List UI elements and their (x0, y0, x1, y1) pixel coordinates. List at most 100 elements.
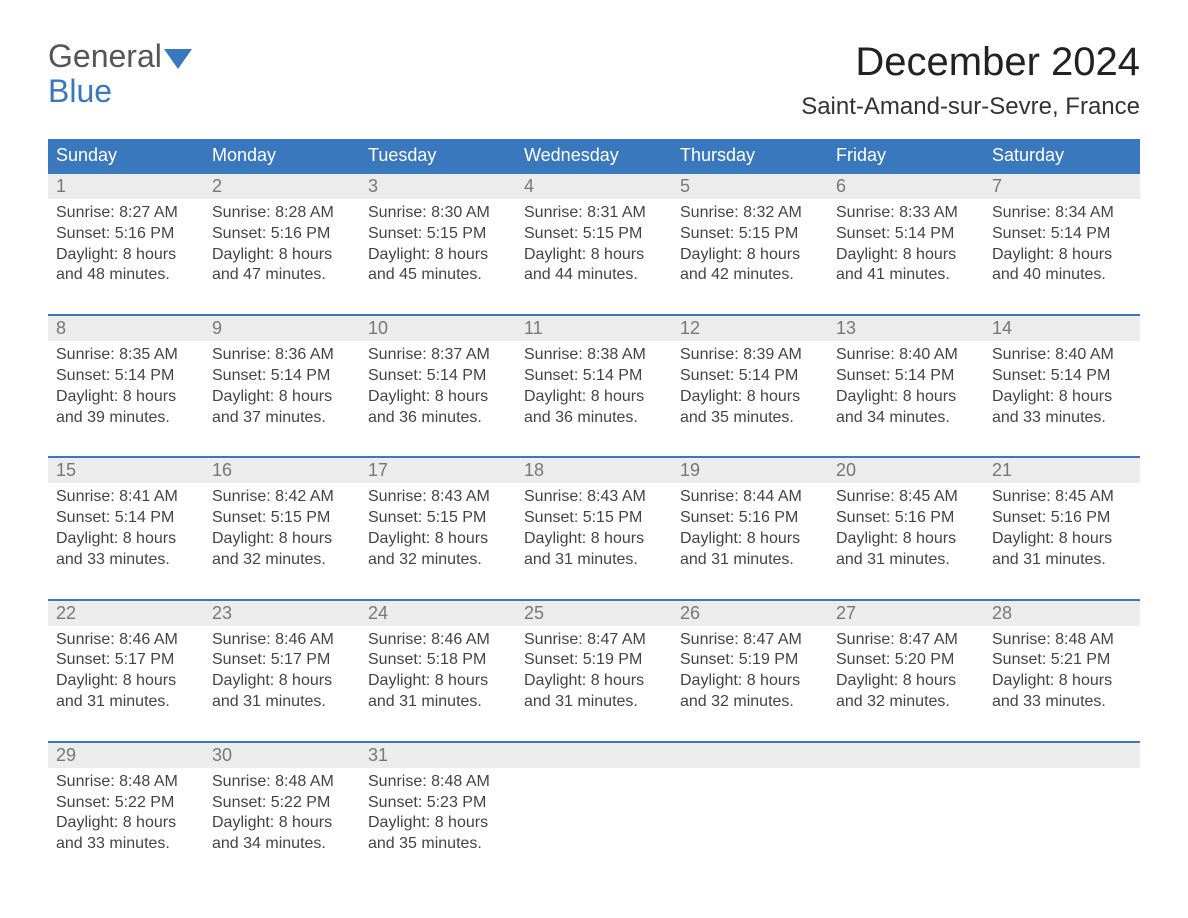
daylight-line: Daylight: 8 hours and 31 minutes. (56, 671, 196, 713)
day-number: 8 (48, 316, 204, 341)
day-body: Sunrise: 8:46 AMSunset: 5:18 PMDaylight:… (360, 626, 516, 713)
daylight-line: Daylight: 8 hours and 42 minutes. (680, 245, 820, 287)
daylight-line: Daylight: 8 hours and 45 minutes. (368, 245, 508, 287)
sunrise-line: Sunrise: 8:47 AM (836, 630, 976, 651)
sunset-line: Sunset: 5:17 PM (212, 650, 352, 671)
title-block: December 2024 Saint-Amand-sur-Sevre, Fra… (801, 40, 1140, 121)
day-cell: 28Sunrise: 8:48 AMSunset: 5:21 PMDayligh… (984, 601, 1140, 741)
day-cell: 22Sunrise: 8:46 AMSunset: 5:17 PMDayligh… (48, 601, 204, 741)
day-body: Sunrise: 8:46 AMSunset: 5:17 PMDaylight:… (204, 626, 360, 713)
day-body: Sunrise: 8:48 AMSunset: 5:22 PMDaylight:… (204, 768, 360, 855)
day-body: Sunrise: 8:47 AMSunset: 5:20 PMDaylight:… (828, 626, 984, 713)
daylight-line: Daylight: 8 hours and 33 minutes. (992, 387, 1132, 429)
day-body: Sunrise: 8:40 AMSunset: 5:14 PMDaylight:… (984, 341, 1140, 428)
day-cell: 10Sunrise: 8:37 AMSunset: 5:14 PMDayligh… (360, 316, 516, 456)
day-cell: 16Sunrise: 8:42 AMSunset: 5:15 PMDayligh… (204, 458, 360, 598)
day-number: 11 (516, 316, 672, 341)
sunset-line: Sunset: 5:14 PM (836, 224, 976, 245)
day-number: 12 (672, 316, 828, 341)
day-body: Sunrise: 8:44 AMSunset: 5:16 PMDaylight:… (672, 483, 828, 570)
day-cell: 26Sunrise: 8:47 AMSunset: 5:19 PMDayligh… (672, 601, 828, 741)
sunrise-line: Sunrise: 8:31 AM (524, 203, 664, 224)
week-row: 29Sunrise: 8:48 AMSunset: 5:22 PMDayligh… (48, 741, 1140, 883)
sunset-line: Sunset: 5:14 PM (212, 366, 352, 387)
day-number: 23 (204, 601, 360, 626)
day-number: 16 (204, 458, 360, 483)
day-number: 3 (360, 174, 516, 199)
daylight-line: Daylight: 8 hours and 48 minutes. (56, 245, 196, 287)
sunset-line: Sunset: 5:15 PM (524, 224, 664, 245)
day-body: Sunrise: 8:34 AMSunset: 5:14 PMDaylight:… (984, 199, 1140, 286)
daylight-line: Daylight: 8 hours and 34 minutes. (212, 813, 352, 855)
day-header-row: SundayMondayTuesdayWednesdayThursdayFrid… (48, 139, 1140, 172)
day-cell: 13Sunrise: 8:40 AMSunset: 5:14 PMDayligh… (828, 316, 984, 456)
sunrise-line: Sunrise: 8:48 AM (212, 772, 352, 793)
day-number: 17 (360, 458, 516, 483)
day-number: 19 (672, 458, 828, 483)
day-cell: 9Sunrise: 8:36 AMSunset: 5:14 PMDaylight… (204, 316, 360, 456)
page-header: General Blue December 2024 Saint-Amand-s… (48, 40, 1140, 121)
sunset-line: Sunset: 5:14 PM (56, 366, 196, 387)
sunrise-line: Sunrise: 8:40 AM (836, 345, 976, 366)
day-number (672, 743, 828, 768)
sunset-line: Sunset: 5:14 PM (56, 508, 196, 529)
day-cell: 31Sunrise: 8:48 AMSunset: 5:23 PMDayligh… (360, 743, 516, 883)
day-header: Monday (204, 139, 360, 172)
day-number: 13 (828, 316, 984, 341)
sunrise-line: Sunrise: 8:45 AM (836, 487, 976, 508)
sunset-line: Sunset: 5:15 PM (212, 508, 352, 529)
daylight-line: Daylight: 8 hours and 36 minutes. (524, 387, 664, 429)
sunrise-line: Sunrise: 8:39 AM (680, 345, 820, 366)
week-row: 22Sunrise: 8:46 AMSunset: 5:17 PMDayligh… (48, 599, 1140, 741)
daylight-line: Daylight: 8 hours and 40 minutes. (992, 245, 1132, 287)
sunset-line: Sunset: 5:22 PM (212, 793, 352, 814)
day-cell: 15Sunrise: 8:41 AMSunset: 5:14 PMDayligh… (48, 458, 204, 598)
sunset-line: Sunset: 5:18 PM (368, 650, 508, 671)
day-cell: 2Sunrise: 8:28 AMSunset: 5:16 PMDaylight… (204, 174, 360, 314)
day-header: Friday (828, 139, 984, 172)
day-cell: 11Sunrise: 8:38 AMSunset: 5:14 PMDayligh… (516, 316, 672, 456)
day-number: 25 (516, 601, 672, 626)
day-number: 1 (48, 174, 204, 199)
day-number: 27 (828, 601, 984, 626)
day-cell: 6Sunrise: 8:33 AMSunset: 5:14 PMDaylight… (828, 174, 984, 314)
sunrise-line: Sunrise: 8:48 AM (368, 772, 508, 793)
sunset-line: Sunset: 5:15 PM (368, 224, 508, 245)
sunrise-line: Sunrise: 8:48 AM (56, 772, 196, 793)
logo-flag-icon (164, 42, 192, 76)
sunset-line: Sunset: 5:16 PM (992, 508, 1132, 529)
sunset-line: Sunset: 5:14 PM (992, 366, 1132, 387)
daylight-line: Daylight: 8 hours and 31 minutes. (524, 529, 664, 571)
day-body: Sunrise: 8:36 AMSunset: 5:14 PMDaylight:… (204, 341, 360, 428)
day-body: Sunrise: 8:28 AMSunset: 5:16 PMDaylight:… (204, 199, 360, 286)
sunrise-line: Sunrise: 8:38 AM (524, 345, 664, 366)
daylight-line: Daylight: 8 hours and 34 minutes. (836, 387, 976, 429)
page-title: December 2024 (801, 40, 1140, 85)
day-number: 30 (204, 743, 360, 768)
sunset-line: Sunset: 5:16 PM (212, 224, 352, 245)
day-cell: 1Sunrise: 8:27 AMSunset: 5:16 PMDaylight… (48, 174, 204, 314)
daylight-line: Daylight: 8 hours and 31 minutes. (836, 529, 976, 571)
day-cell: 27Sunrise: 8:47 AMSunset: 5:20 PMDayligh… (828, 601, 984, 741)
sunrise-line: Sunrise: 8:27 AM (56, 203, 196, 224)
sunset-line: Sunset: 5:14 PM (836, 366, 976, 387)
day-cell (516, 743, 672, 883)
daylight-line: Daylight: 8 hours and 31 minutes. (992, 529, 1132, 571)
day-body: Sunrise: 8:37 AMSunset: 5:14 PMDaylight:… (360, 341, 516, 428)
day-number: 14 (984, 316, 1140, 341)
sunrise-line: Sunrise: 8:34 AM (992, 203, 1132, 224)
day-cell: 29Sunrise: 8:48 AMSunset: 5:22 PMDayligh… (48, 743, 204, 883)
logo-text-1: General (48, 38, 162, 74)
day-body: Sunrise: 8:30 AMSunset: 5:15 PMDaylight:… (360, 199, 516, 286)
daylight-line: Daylight: 8 hours and 44 minutes. (524, 245, 664, 287)
sunrise-line: Sunrise: 8:35 AM (56, 345, 196, 366)
day-body: Sunrise: 8:43 AMSunset: 5:15 PMDaylight:… (360, 483, 516, 570)
day-cell: 25Sunrise: 8:47 AMSunset: 5:19 PMDayligh… (516, 601, 672, 741)
day-body: Sunrise: 8:40 AMSunset: 5:14 PMDaylight:… (828, 341, 984, 428)
location-subtitle: Saint-Amand-sur-Sevre, France (801, 93, 1140, 121)
sunset-line: Sunset: 5:15 PM (680, 224, 820, 245)
day-cell: 19Sunrise: 8:44 AMSunset: 5:16 PMDayligh… (672, 458, 828, 598)
sunrise-line: Sunrise: 8:37 AM (368, 345, 508, 366)
daylight-line: Daylight: 8 hours and 33 minutes. (992, 671, 1132, 713)
day-cell: 18Sunrise: 8:43 AMSunset: 5:15 PMDayligh… (516, 458, 672, 598)
